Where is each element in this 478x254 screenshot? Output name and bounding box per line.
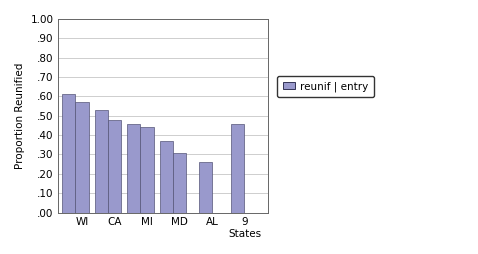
Bar	[62, 94, 76, 213]
Y-axis label: Proportion Reunified: Proportion Reunified	[15, 62, 25, 169]
Bar	[108, 120, 121, 213]
Bar	[199, 162, 212, 213]
Bar	[160, 141, 173, 213]
Bar	[173, 153, 186, 213]
Bar	[231, 123, 244, 213]
Bar	[141, 128, 153, 213]
Bar	[127, 123, 141, 213]
Legend: reunif | entry: reunif | entry	[277, 76, 374, 97]
Bar	[95, 110, 108, 213]
Bar	[76, 102, 88, 213]
